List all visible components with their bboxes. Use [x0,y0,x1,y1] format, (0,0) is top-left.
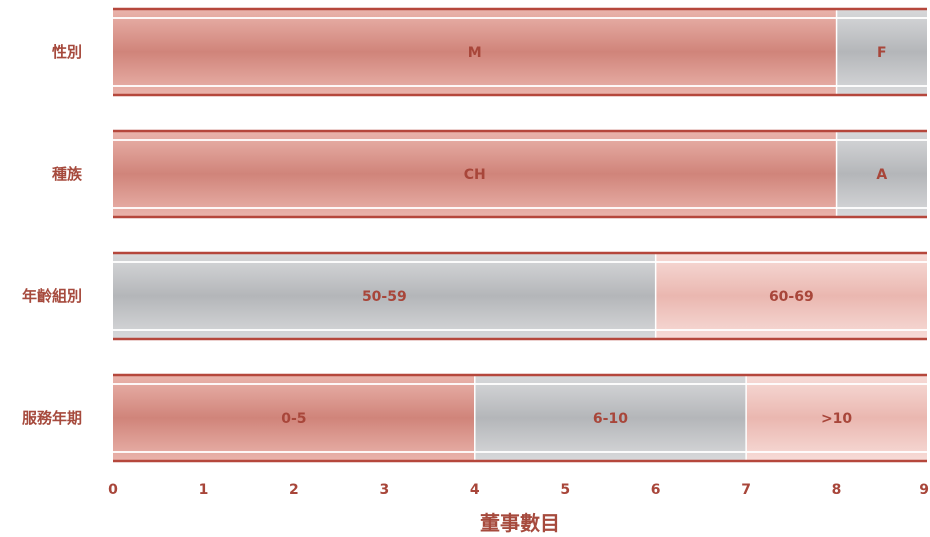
x-tick-label: 5 [560,482,570,498]
segment-label: 6-10 [593,411,628,427]
x-tick-label: 8 [832,482,842,498]
bar-group: 0-5 6-10 >10 [113,373,927,463]
segment-label: 60-69 [769,289,814,305]
x-tick-label: 4 [470,482,480,498]
bar-segment [474,375,747,461]
x-tick-label: 9 [919,482,929,498]
bar-segment [836,9,927,95]
x-tick-label: 3 [379,482,389,498]
bar-segment [746,375,927,461]
segment-label: 0-5 [281,411,306,427]
category-label: 服務年期 [22,409,82,427]
bar-segment [113,131,837,217]
category-label: 種族 [52,165,83,183]
x-tick-label: 0 [108,482,118,498]
bar-segment [836,131,927,217]
x-tick-label: 6 [651,482,661,498]
segment-label: 50-59 [362,289,407,305]
category-label: 性別 [52,43,82,61]
x-tick-label: 1 [199,482,209,498]
segment-label: M [468,45,482,61]
segment-label: A [876,167,887,183]
bar-group: 50-59 60-69 [113,251,927,341]
bar-segment [655,253,927,339]
x-tick-label: 7 [741,482,751,498]
segment-label: >10 [821,411,852,427]
bars-layer: M FCH A50-59 60-690-5 6-10 >10 [113,7,927,463]
bar-segment [113,375,475,461]
segment-label: CH [464,167,486,183]
segment-label: F [877,45,887,61]
bar-group: CH A [113,129,927,219]
bar-segment [113,253,656,339]
x-tick-label: 2 [289,482,299,498]
x-axis-ticks: 0 1 2 3 4 5 6 7 8 9 [108,482,929,498]
category-label: 年齡組別 [22,287,82,305]
bar-segment [113,9,837,95]
x-axis-title: 董事數目 [480,511,560,535]
